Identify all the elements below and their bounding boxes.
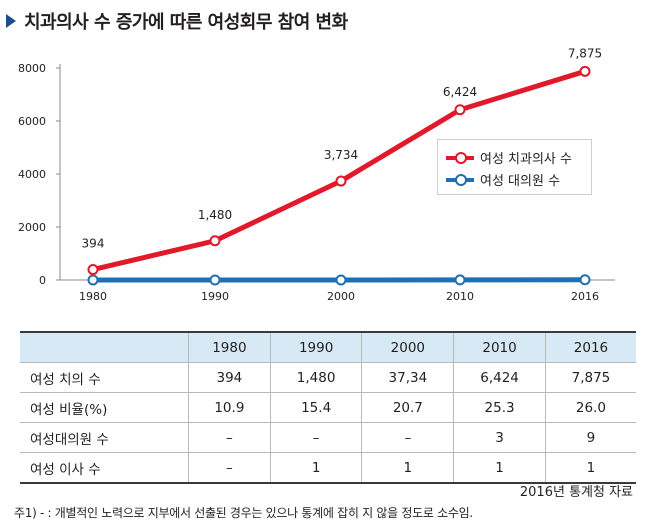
data-label: 394 (82, 237, 105, 251)
table-cell: 1 (269, 452, 362, 484)
data-label: 3,734 (324, 148, 358, 162)
data-label: 1,480 (198, 208, 232, 222)
table-cell: 10.9 (188, 392, 271, 423)
table-cell: 394 (188, 362, 271, 393)
table-cell: 6,424 (453, 362, 546, 393)
legend-item-female-dentists: 여성 치과의사 수 (446, 148, 572, 167)
data-point (579, 274, 591, 286)
table-cell: 7,875 (544, 362, 636, 393)
data-point (209, 274, 221, 286)
data-point (454, 274, 466, 286)
data-point (579, 65, 591, 77)
triangle-marker-icon (6, 14, 16, 28)
table-cell: 26.0 (544, 392, 636, 423)
table-header-cell: 2016 (544, 331, 636, 363)
table-cell: 1 (453, 452, 546, 484)
statistics-table: 1980 1990 2000 2010 2016 여성 치의 수 394 1,4… (20, 331, 636, 484)
table-header-row: 1980 1990 2000 2010 2016 (20, 331, 636, 363)
table-row-header: 여성 비율(%) (20, 392, 189, 423)
x-tick-label: 1980 (79, 290, 107, 303)
x-tick-label: 2010 (446, 290, 474, 303)
table-row: 여성 비율(%) 10.9 15.4 20.7 25.3 26.0 (20, 392, 636, 423)
table-header-cell: 1990 (269, 331, 362, 363)
table-row: 여성 치의 수 394 1,480 37,34 6,424 7,875 (20, 362, 636, 393)
table-cell: – (361, 422, 454, 453)
data-label: 6,424 (443, 85, 477, 99)
legend-label: 여성 치과의사 수 (480, 152, 572, 167)
line-chart: 0 2000 4000 6000 8000 1980 1990 2000 2010 2016 394… (18, 46, 615, 303)
legend-line-red-icon (446, 151, 474, 164)
table-row-header: 여성대의원 수 (20, 422, 189, 453)
legend-item-female-delegates: 여성 대의원 수 (446, 170, 560, 189)
y-tick-label: 6000 (18, 115, 46, 128)
table-cell: 37,34 (361, 362, 454, 393)
data-point (335, 274, 347, 286)
table-cell: – (188, 422, 271, 453)
table-cell: 1,480 (269, 362, 362, 393)
chart-title: 치과의사 수 증가에 따른 여성회무 참여 변화 (24, 12, 348, 33)
table-row: 여성대의원 수 – – – 3 9 (20, 422, 636, 453)
data-point (454, 104, 466, 116)
table-corner-cell (20, 331, 189, 363)
legend-label: 여성 대의원 수 (480, 174, 561, 189)
table-cell: 25.3 (453, 392, 546, 423)
table-header-cell: 2000 (361, 331, 454, 363)
table-cell: 1 (361, 452, 454, 484)
legend-line-blue-icon (446, 173, 474, 186)
x-tick-label: 1990 (201, 290, 229, 303)
footnote: 주1) - : 개별적인 노력으로 지부에서 선출된 경우는 있으나 통계에 잡… (14, 506, 473, 520)
x-tick-label: 2016 (571, 290, 599, 303)
table-header-cell: 1980 (188, 331, 271, 363)
table-row-header: 여성 이사 수 (20, 452, 189, 484)
table-row: 여성 이사 수 – 1 1 1 1 (20, 452, 636, 484)
table-cell: – (269, 422, 362, 453)
table-row-header: 여성 치의 수 (20, 362, 189, 393)
y-tick-label: 0 (39, 274, 46, 287)
data-point (87, 264, 99, 276)
data-point (87, 274, 99, 286)
y-tick-label: 4000 (18, 168, 46, 181)
x-tick-label: 2000 (327, 290, 355, 303)
data-label: 7,875 (568, 46, 602, 60)
table-cell: 1 (544, 452, 636, 484)
title-row: 치과의사 수 증가에 따른 여성회무 참여 변화 (6, 6, 348, 36)
data-point (335, 175, 347, 187)
table-cell: 9 (544, 422, 636, 453)
y-tick-label: 2000 (18, 221, 46, 234)
table-cell: – (188, 452, 271, 484)
table-cell: 3 (453, 422, 546, 453)
y-tick-label: 8000 (18, 62, 46, 75)
table-cell: 20.7 (361, 392, 454, 423)
table-header-cell: 2010 (453, 331, 546, 363)
data-point (209, 235, 221, 247)
table-cell: 15.4 (269, 392, 362, 423)
source-caption: 2016년 통계청 자료 (519, 485, 633, 500)
chart-legend: 여성 치과의사 수 여성 대의원 수 (437, 139, 592, 195)
